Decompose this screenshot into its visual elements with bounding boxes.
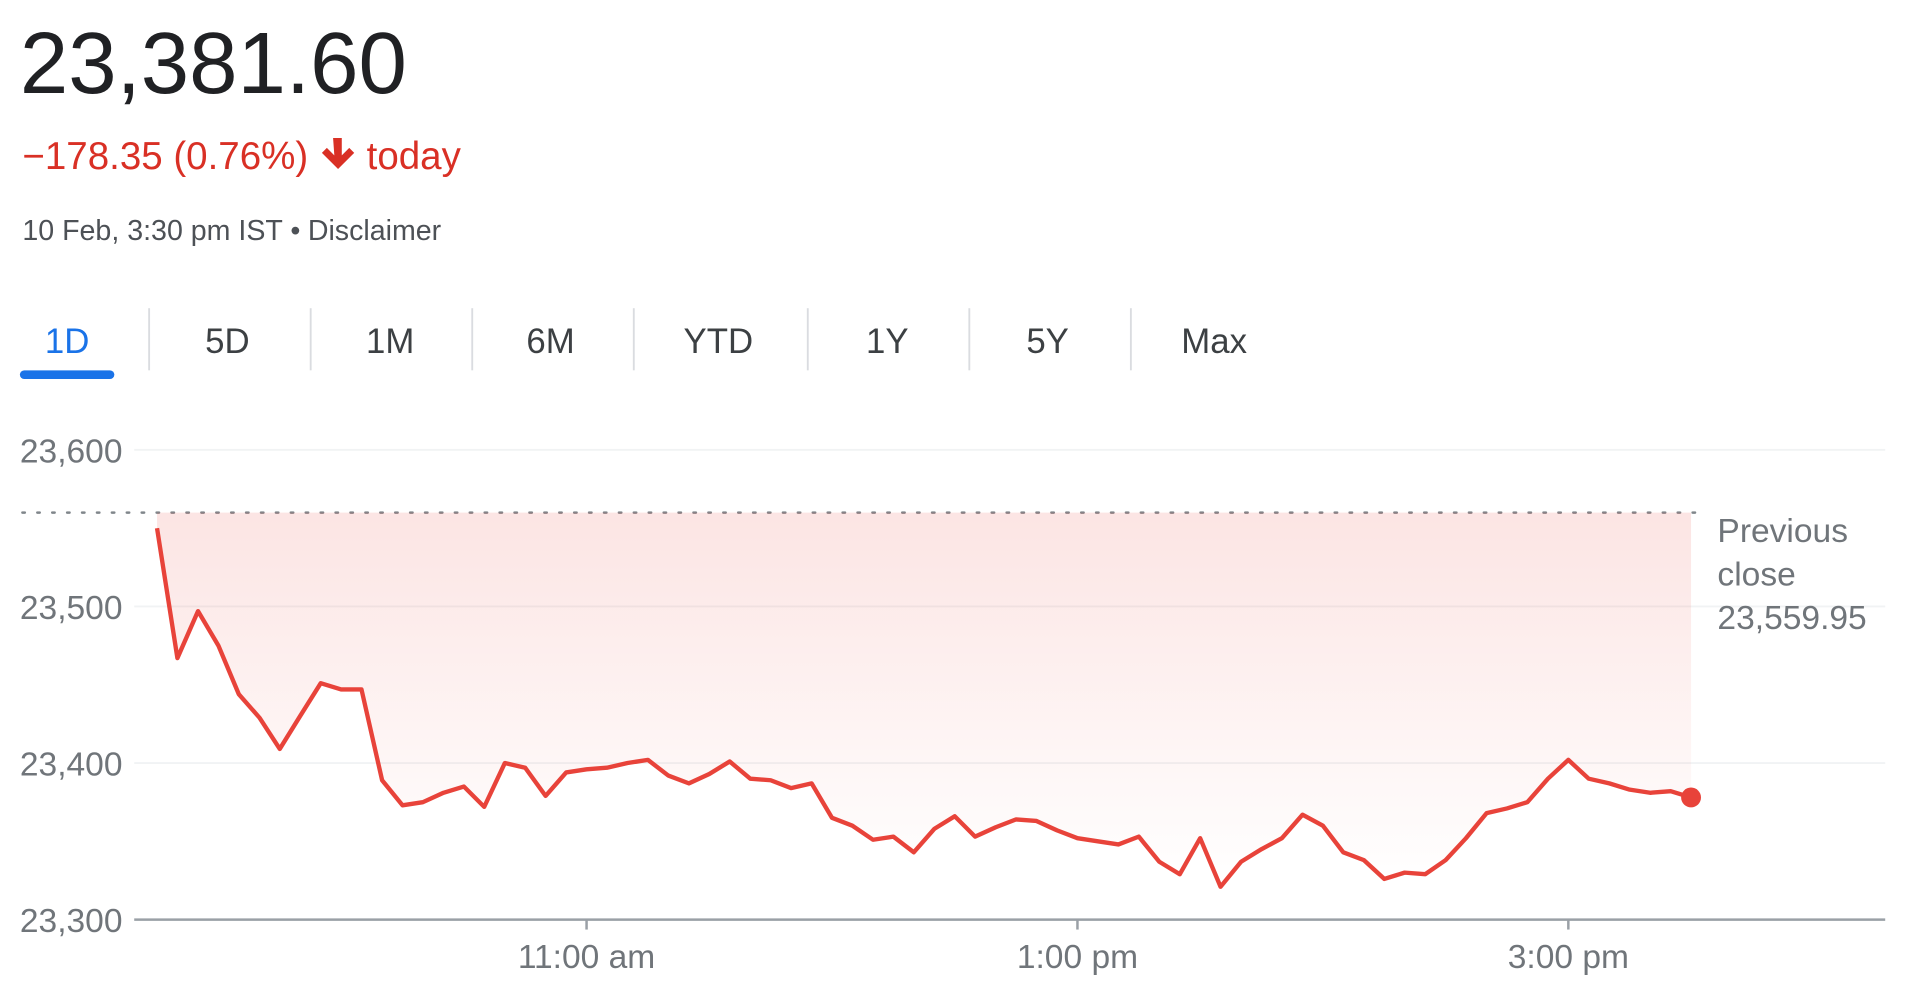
range-tab[interactable]: 5D [205, 323, 249, 361]
y-tick-label: 23,400 [20, 746, 123, 783]
range-tab[interactable]: Max [1181, 323, 1247, 361]
x-tick-label: 11:00 am [518, 939, 655, 976]
disclaimer-link[interactable]: Disclaimer [308, 215, 442, 247]
price: 23,381.60 [20, 15, 407, 112]
x-tick-label: 1:00 pm [1017, 939, 1138, 976]
previous-close-value: 23,559.95 [1717, 598, 1867, 637]
timestamp: 10 Feb, 3:30 pm IST [22, 215, 283, 247]
price-change: −178.35 (0.76%) [22, 135, 308, 178]
range-tab[interactable]: 6M [526, 323, 574, 361]
last-price-dot [1681, 787, 1702, 808]
range-tab[interactable]: 1Y [866, 323, 909, 361]
y-tick-label: 23,500 [20, 590, 123, 627]
area-fill [157, 512, 1692, 887]
range-tab[interactable]: 1D [45, 323, 89, 361]
active-tab-indicator [19, 370, 115, 380]
previous-close: Previous close 23,559.95 [1717, 510, 1903, 640]
previous-close-label: Previous close [1717, 512, 1848, 593]
y-tick-label: 23,300 [20, 903, 123, 940]
change-period: today [367, 135, 462, 178]
range-tab[interactable]: 5Y [1026, 323, 1069, 361]
y-tick-label: 23,600 [20, 433, 123, 470]
separator: • [290, 215, 300, 247]
previous-close-box: Previous close 23,559.95 [1717, 510, 1903, 640]
range-tabs: 1D 5D 1M 6M YTD 1Y 5Y Max [19, 308, 1248, 380]
range-tab[interactable]: 1M [366, 323, 414, 361]
plot: 23,300 23,400 23,500 23,600 11:00 am 1:00 pm 3… [20, 433, 1886, 976]
range-tab[interactable]: YTD [684, 323, 754, 361]
down-arrow-icon [321, 137, 355, 170]
x-tick-label: 3:00 pm [1508, 939, 1629, 976]
price-line [154, 527, 1692, 889]
